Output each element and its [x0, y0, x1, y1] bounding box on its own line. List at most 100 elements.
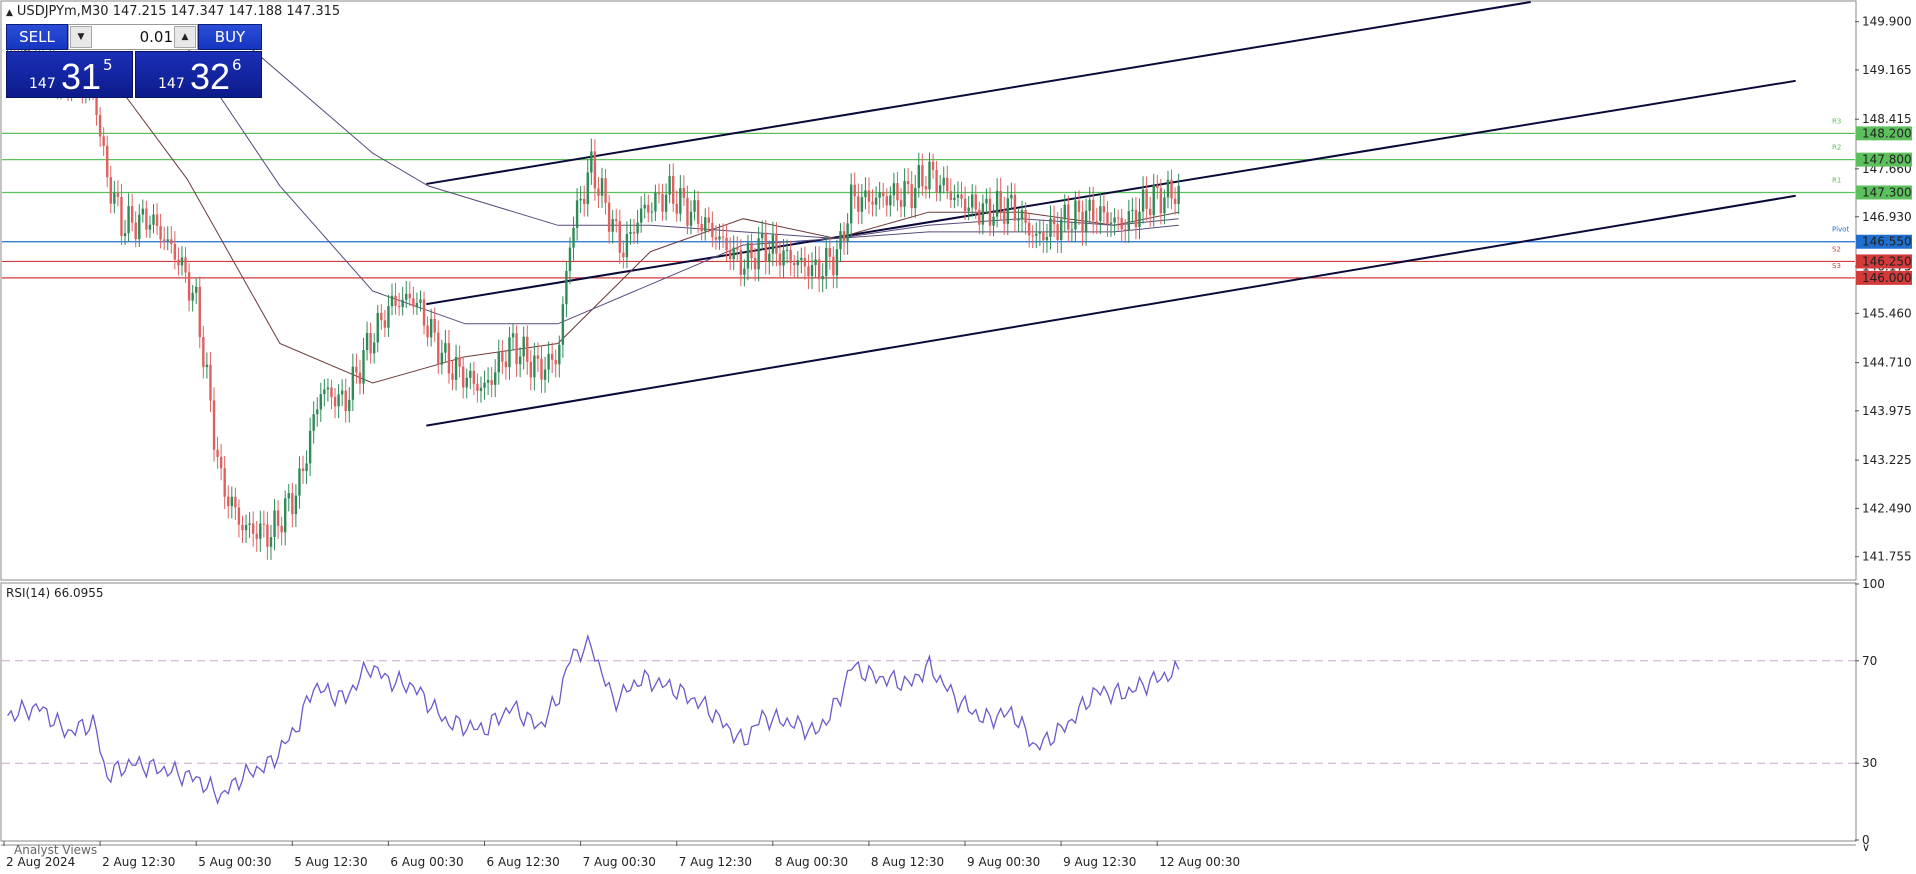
analyst-views-label[interactable]: Analyst Views [14, 843, 98, 857]
sell-price-box[interactable]: 147 31 5 [6, 51, 133, 98]
candle-body [141, 208, 145, 215]
candle-body [686, 197, 689, 226]
candle-body [579, 198, 582, 201]
candle-body [1156, 185, 1159, 189]
candle-body [543, 369, 547, 380]
candle-body [148, 224, 152, 230]
candle-body [817, 259, 821, 280]
candle-body [198, 286, 201, 338]
trendline-middle[interactable] [426, 79, 1796, 306]
level-name: R2 [1832, 144, 1841, 152]
candle-body [860, 197, 864, 212]
rsi-line [7, 633, 1180, 806]
candle-body [632, 232, 636, 234]
candle-body [985, 198, 988, 204]
candle-body [550, 353, 554, 360]
candle-body [1159, 188, 1163, 214]
candle-body [654, 192, 657, 212]
candle-body [810, 265, 814, 277]
candle-body [337, 394, 340, 407]
channel-trendlines[interactable] [426, 1, 1796, 427]
buy-price-box[interactable]: 147 32 6 [135, 51, 262, 98]
candle-body [938, 185, 942, 193]
candle-body [974, 194, 977, 210]
trendline-lower[interactable] [426, 194, 1796, 427]
sell-button[interactable]: SELL [6, 24, 68, 50]
candle-body [237, 507, 241, 525]
candle-body [832, 256, 835, 276]
quantity-stepper[interactable]: ▼ 0.01 ▲ [68, 24, 198, 50]
candle-body [173, 243, 177, 260]
candle-body [394, 295, 397, 306]
candle-body [383, 320, 387, 328]
candle-body [483, 382, 486, 388]
candle-body [191, 292, 194, 301]
candle-body [405, 293, 408, 300]
chevron-up-icon[interactable]: ▲ [174, 26, 196, 48]
candle-body [914, 187, 917, 209]
candle-body [611, 219, 614, 232]
candle-body [1059, 219, 1063, 240]
candle-body [946, 177, 949, 192]
candle-body [732, 247, 735, 260]
buy-button[interactable]: BUY [198, 24, 262, 50]
candle-body [764, 232, 767, 263]
price-tick-label: 149.900 [1862, 15, 1912, 29]
trendline-upper[interactable] [426, 1, 1531, 185]
candle-body [675, 203, 678, 214]
candle-body [1006, 198, 1009, 224]
candle-body [924, 186, 928, 190]
candle-body [1088, 199, 1091, 211]
candle-body [540, 358, 543, 380]
candle-body [255, 533, 258, 539]
candle-body [558, 344, 561, 365]
quantity-input[interactable]: 0.01 [139, 28, 173, 46]
candle-body [312, 414, 315, 431]
candle-body [839, 231, 842, 250]
candle-body [889, 195, 892, 206]
time-tick-label: 8 Aug 00:30 [775, 855, 848, 869]
price-tick-label: 145.460 [1862, 306, 1912, 320]
candle-body [376, 312, 379, 343]
candle-body [586, 172, 589, 205]
level-tag-label: 147.300 [1862, 185, 1912, 199]
candle-body [999, 190, 1002, 210]
candle-body [821, 275, 824, 280]
candle-body [511, 333, 515, 338]
symbol-header: ▲ USDJPYm,M30 147.215 147.347 147.188 147… [6, 4, 340, 19]
candle-body [679, 188, 682, 214]
candle-body [1070, 229, 1074, 231]
candle-body [419, 299, 422, 304]
collapse-triangle-icon[interactable]: ▲ [6, 8, 13, 18]
candle-body [116, 193, 120, 197]
candle-body [397, 305, 401, 308]
candle-body [113, 193, 116, 204]
candle-body [390, 295, 394, 307]
candle-body [429, 318, 433, 338]
candle-body [152, 214, 155, 225]
candle-body [782, 250, 785, 266]
rsi-tick-label: 0 [1862, 833, 1870, 847]
candle-body [1166, 179, 1170, 198]
candle-body [718, 236, 721, 240]
price-tick-label: 149.165 [1862, 63, 1912, 77]
candle-body [294, 495, 298, 515]
candle-body [1020, 210, 1024, 220]
candle-body [757, 238, 760, 270]
candle-body [600, 178, 604, 196]
candle-body [874, 197, 878, 205]
candle-body [572, 227, 575, 248]
candle-body [212, 400, 216, 450]
rsi-scroll-arrow[interactable]: ∨ [1862, 841, 1870, 854]
candle-body [1003, 209, 1006, 224]
candle-body [526, 336, 529, 362]
candle-body [305, 463, 308, 472]
candle-body [593, 151, 597, 189]
candle-body [95, 89, 98, 116]
candle-body [244, 524, 248, 531]
time-tick-label: 5 Aug 00:30 [198, 855, 271, 869]
candle-body [1109, 222, 1113, 224]
chevron-down-icon[interactable]: ▼ [70, 26, 92, 48]
one-click-trading-panel: SELL ▼ 0.01 ▲ BUY 147 31 5 147 32 6 [6, 24, 262, 98]
